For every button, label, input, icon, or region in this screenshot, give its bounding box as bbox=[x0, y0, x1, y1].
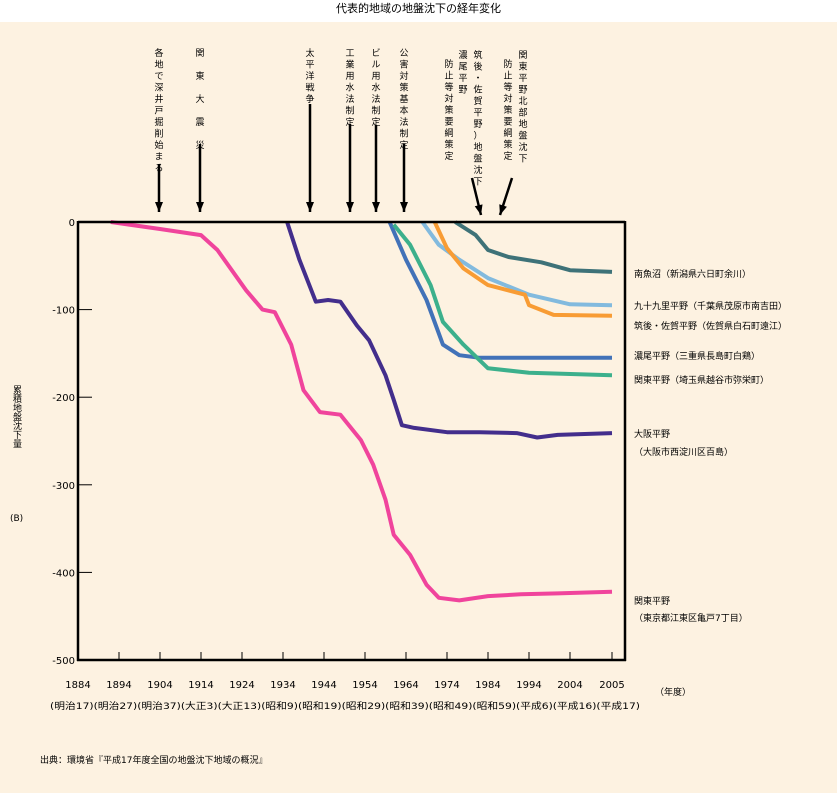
y-tick-label: -200 bbox=[52, 393, 75, 404]
event-label: 防止等対策要綱策定 bbox=[503, 58, 512, 162]
event-label: 関東平野北部地盤沈下 bbox=[518, 50, 527, 165]
x-tick-label: 1934 bbox=[270, 680, 295, 691]
x-tick-label: 1914 bbox=[188, 680, 213, 691]
series-label: 九十九里平野（千葉県茂原市南吉田） bbox=[634, 300, 787, 312]
x-tick-label: 1884 bbox=[65, 680, 90, 691]
arrow-head-icon bbox=[400, 202, 408, 212]
y-axis-label: 累積地盤沈下量 bbox=[11, 385, 22, 448]
series-lines bbox=[110, 220, 613, 603]
y-axis-unit: (B) bbox=[10, 514, 23, 524]
chart-panel bbox=[0, 22, 837, 793]
event-label: 関 東 大 震 災 bbox=[195, 48, 204, 151]
x-axis-label: （年度） bbox=[655, 686, 691, 698]
series-label: 南魚沼（新潟県六日町余川） bbox=[634, 268, 751, 280]
x-era-labels: (明治17)(明治27)(明治37)(大正3)(大正13)(昭和9)(昭和19)… bbox=[50, 700, 640, 712]
series-line bbox=[387, 221, 612, 360]
series-label: （大阪市西淀川区百島） bbox=[634, 446, 733, 458]
event-label: ビル用水法制定 bbox=[371, 48, 380, 128]
source-note: 出典：環境省『平成17年度全国の地盤沈下地域の概況』 bbox=[40, 754, 267, 766]
x-tick-label: 1894 bbox=[106, 680, 131, 691]
x-tick-label: 1904 bbox=[147, 680, 172, 691]
y-tick-label: -100 bbox=[52, 306, 75, 317]
y-tick-label: -500 bbox=[52, 656, 75, 667]
x-tick-label: 2004 bbox=[557, 680, 582, 691]
event-label: 防止等対策要綱策定 bbox=[444, 58, 453, 162]
arrow-head-icon bbox=[155, 202, 163, 212]
axes: 0 -100 -200 -300 -400 -500 1884 1894 1904 1914 192… bbox=[50, 218, 640, 712]
arrow-head-icon bbox=[474, 204, 483, 215]
series-label: 濃尾平野（三重県長島町白鶏） bbox=[634, 350, 760, 362]
series-labels: 関東平野 （東京都江東区亀戸7丁目） 大阪平野 （大阪市西淀川区百島） 濃尾平野（三重県… bbox=[634, 268, 787, 624]
series-label: 大阪平野 bbox=[634, 428, 670, 440]
x-tick-label: 1994 bbox=[516, 680, 541, 691]
arrow-head-icon bbox=[499, 204, 507, 215]
event-label: 濃尾平野 bbox=[458, 49, 467, 96]
series-label: 関東平野 bbox=[634, 595, 670, 607]
y-tick-label: 0 bbox=[69, 218, 75, 229]
arrow-head-icon bbox=[196, 202, 204, 212]
event-annotations: 各地で深井戸掘削始まる 関 東 大 震 災 太平洋戦争 工業用水法制定 ビル用水法制定 公… bbox=[154, 47, 528, 216]
arrow-head-icon bbox=[306, 202, 314, 212]
series-line bbox=[420, 220, 613, 308]
series-line bbox=[432, 221, 613, 318]
arrow-head-icon bbox=[346, 202, 354, 212]
y-tick-label: -300 bbox=[52, 481, 75, 492]
series-line bbox=[285, 221, 613, 440]
event-label: 各地で深井戸掘削始まる bbox=[154, 47, 163, 174]
event-label: 公害対策基本法制定 bbox=[399, 48, 408, 151]
series-line bbox=[392, 223, 613, 378]
arrow-head-icon bbox=[372, 202, 380, 212]
x-tick-label: 1974 bbox=[434, 680, 459, 691]
series-label: 筑後・佐賀平野（佐賀県白石町遠江） bbox=[634, 320, 787, 332]
series-line bbox=[454, 220, 613, 274]
event-label: 工業用水法制定 bbox=[345, 49, 354, 128]
x-tick-label: 1954 bbox=[352, 680, 377, 691]
series-label: （東京都江東区亀戸7丁目） bbox=[634, 612, 748, 624]
x-tick-label: 1964 bbox=[393, 680, 418, 691]
event-label: 筑後・佐賀平野）地盤沈下 bbox=[473, 49, 482, 188]
x-tick-label: 1944 bbox=[311, 680, 336, 691]
x-tick-label: 1924 bbox=[229, 680, 254, 691]
x-tick-label: 1984 bbox=[475, 680, 500, 691]
series-label: 関東平野（埼玉県越谷市弥栄町） bbox=[634, 374, 769, 386]
chart-title: 代表的地域の地盤沈下の経年変化 bbox=[0, 0, 837, 22]
y-tick-label: -400 bbox=[52, 568, 75, 579]
event-label: 太平洋戦争 bbox=[305, 47, 314, 105]
series-line bbox=[110, 220, 613, 603]
x-tick-label: 2005 bbox=[599, 680, 624, 691]
